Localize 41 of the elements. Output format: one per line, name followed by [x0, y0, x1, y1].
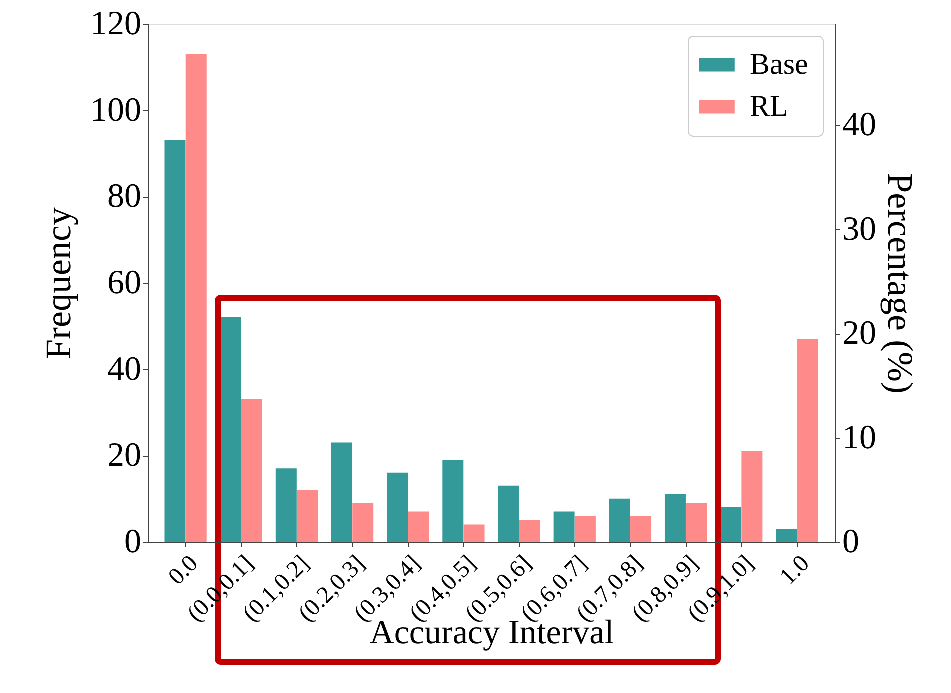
legend-label: RL: [750, 90, 788, 123]
bar: [664, 494, 686, 542]
bar: [164, 140, 186, 542]
y-tick-label: 100: [90, 92, 142, 129]
y2-tick-label: 0: [842, 524, 860, 560]
bar: [686, 503, 708, 542]
bar: [220, 318, 242, 542]
bar: [519, 520, 540, 542]
bar: [720, 507, 742, 542]
bar: [630, 516, 652, 542]
y2-tick-label: 30: [842, 210, 876, 248]
bar: [297, 490, 318, 542]
y2-tick-label: 40: [842, 106, 876, 144]
y-tick-label: 40: [108, 350, 142, 388]
bar: [464, 524, 485, 542]
y-tick-label: 60: [108, 264, 142, 302]
bar: [609, 498, 630, 542]
y-tick-label: 120: [90, 6, 142, 42]
bar: [331, 442, 352, 542]
bar: [442, 460, 464, 542]
bar: [186, 54, 207, 542]
y2-tick-label: 10: [842, 419, 876, 456]
legend-label: Base: [750, 48, 808, 81]
y-tick-label: 20: [108, 437, 142, 474]
y-tick-label: 0: [124, 524, 142, 560]
x-tick-label: 1.0: [775, 550, 815, 590]
bar: [276, 468, 297, 542]
y2-tick-label: 20: [842, 315, 876, 352]
bar: [241, 400, 262, 542]
bar: [742, 451, 763, 542]
bar: [554, 512, 575, 542]
bar: [776, 529, 798, 542]
bar: [408, 512, 430, 542]
y-tick-label: 80: [108, 178, 142, 216]
y2-axis-title: Percentage (%): [880, 173, 920, 394]
y-axis-title: Frequency: [38, 208, 78, 360]
bar: [498, 486, 520, 542]
bar: [352, 503, 374, 542]
bar: [387, 472, 408, 542]
bar: [797, 339, 818, 542]
bar: [574, 516, 596, 542]
